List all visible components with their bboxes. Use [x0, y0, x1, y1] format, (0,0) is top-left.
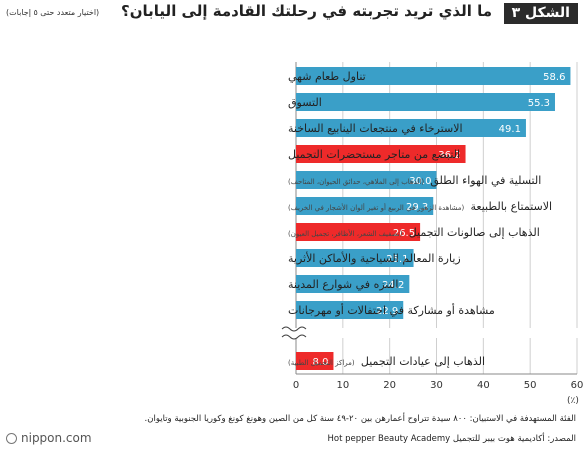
category-label: الذهاب إلى عيادات التجميل (مراكز التجميل…: [288, 355, 485, 368]
category-main-text: الذهاب إلى عيادات التجميل: [361, 355, 485, 368]
category-label: التبضع من متاجر مستحضرات التجميل: [288, 148, 460, 161]
category-main-text: التسوق: [288, 96, 322, 109]
category-main-text: مشاهدة أو مشاركة في احتفالات أو مهرجانات: [288, 303, 495, 317]
figure-label: الشكل ٣: [503, 3, 578, 24]
bar-value-label: 49.1: [499, 124, 521, 135]
title-bar: الشكل ٣ ما الذي تريد تجربته في رحلتك الق…: [0, 0, 584, 26]
axis-break: [250, 326, 584, 340]
bar: [296, 93, 555, 111]
chart-subtitle: (اختيار متعدد حتى ٥ إجابات): [6, 8, 100, 17]
bar: [296, 352, 334, 370]
footer-note: الفئة المستهدفة في الاستبيان: ٨٠٠ سيدة ت…: [144, 414, 576, 424]
brand-logo: nippon.com: [6, 431, 92, 445]
bar-value-label: 29.3: [406, 202, 428, 213]
bar: [296, 301, 404, 319]
x-tick-label: 40: [477, 380, 490, 391]
bar-value-label: 58.6: [543, 72, 565, 83]
bar: [296, 145, 466, 163]
axis-break-mark: [281, 334, 307, 340]
category-note-text: (الذهاب إلى الملاهي، حدائق الحيوان، المت…: [288, 178, 426, 186]
x-tick-label: 0: [293, 380, 299, 391]
bar: [296, 223, 421, 241]
bar-value-label: 25.1: [386, 254, 408, 265]
bar-value-label: 36.2: [438, 150, 460, 161]
bar-value-label: 24.2: [382, 280, 404, 291]
axis-break-gap: [250, 328, 584, 338]
category-note-text: (مشاهدة الزهور في الربيع أو تغير ألوان ا…: [288, 203, 466, 212]
category-main-text: تناول طعام شهي: [288, 70, 366, 83]
footer-source: المصدر: أكاديمية هوت بيبر للتجميل Hot pe…: [327, 434, 576, 444]
category-main-text: الذهاب إلى صالونات التجميل: [409, 226, 540, 239]
category-label: التسلية في الهواء الطلق (الذهاب إلى المل…: [288, 174, 541, 188]
category-main-text: التنزه في شوارع المدينة: [288, 278, 398, 291]
x-tick-label: 50: [524, 380, 537, 391]
category-main-text: زيارة المعالم السياحية والأماكن الأثرية: [288, 251, 461, 265]
x-tick-label: 30: [430, 380, 443, 391]
category-note-text: (مراكز التجميل الطبية): [288, 359, 357, 367]
category-label: الاستمتاع بالطبيعة (مشاهدة الزهور في الر…: [288, 200, 552, 213]
axis-break-mark: [281, 326, 307, 332]
category-main-text: الاسترخاء في منتجعات الينابيع الساخنة: [288, 122, 463, 135]
bar: [296, 67, 571, 85]
bar-value-label: 8.0: [313, 357, 329, 368]
category-label: التسوق: [288, 96, 322, 109]
category-note-text: (تصفيف الشعر، الأظافر، تجميل العيون): [288, 229, 405, 238]
bar: [296, 197, 434, 215]
bar-value-label: 30.0: [409, 176, 431, 187]
x-tick-label: 10: [336, 380, 349, 391]
axis-unit: (٪): [567, 396, 579, 406]
bar: [296, 275, 410, 293]
nippon-logo-icon: [6, 432, 17, 444]
chart-title: ما الذي تريد تجربته في رحلتك القادمة إلى…: [121, 2, 492, 20]
bar: [296, 249, 414, 267]
bar: [296, 171, 437, 189]
bar: [296, 119, 526, 137]
x-tick-label: 20: [383, 380, 396, 391]
x-axis: 0 10 20 30 40 50 60: [293, 373, 584, 391]
category-label: الاسترخاء في منتجعات الينابيع الساخنة: [288, 122, 463, 135]
category-main-text: التبضع من متاجر مستحضرات التجميل: [288, 148, 460, 161]
grid-lines: [295, 62, 578, 374]
category-label: زيارة المعالم السياحية والأماكن الأثرية: [288, 251, 461, 265]
bar-chart: 58.6 تناول طعام شهي 55.3 التسوق 49.1 الاسترخا…: [250, 62, 584, 391]
category-label: تناول طعام شهي: [288, 70, 366, 83]
bar-value-label: 55.3: [528, 98, 550, 109]
bar-value-label: 26.5: [393, 228, 415, 239]
bar-value-label: 22.9: [376, 306, 398, 317]
brand-text: nippon.com: [21, 431, 92, 445]
bars: 58.6 تناول طعام شهي 55.3 التسوق 49.1 الاسترخا…: [288, 67, 571, 370]
category-main-text: التسلية في الهواء الطلق: [430, 174, 541, 188]
category-label: مشاهدة أو مشاركة في احتفالات أو مهرجانات: [288, 303, 495, 317]
category-label: التنزه في شوارع المدينة: [288, 278, 398, 291]
category-label: الذهاب إلى صالونات التجميل (تصفيف الشعر،…: [288, 226, 540, 239]
category-main-text: الاستمتاع بالطبيعة: [470, 200, 552, 213]
x-tick-label: 60: [571, 380, 584, 391]
